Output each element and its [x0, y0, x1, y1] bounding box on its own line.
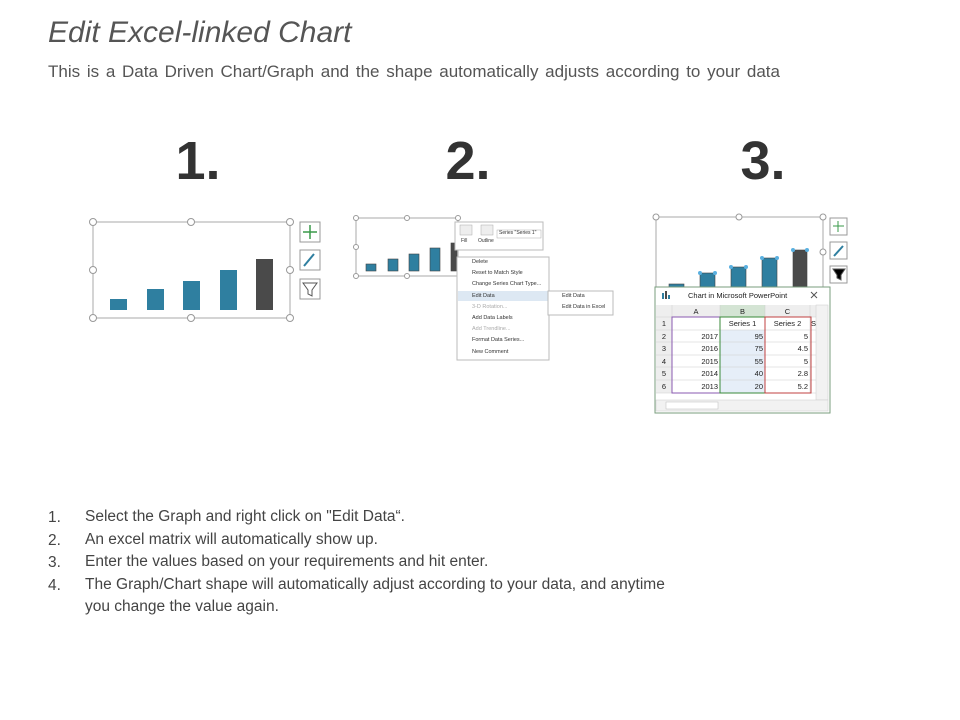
title: Edit Excel-linked Chart [48, 16, 352, 49]
cell: Series 1 [728, 319, 757, 328]
chart-3 [652, 213, 848, 414]
cell: 2015 [701, 356, 718, 366]
cell: 2.8 [797, 369, 808, 379]
chart-1 [89, 218, 321, 322]
submenu-item: Edit Data [562, 293, 585, 299]
toolbar-label: Series "Series 1" [499, 230, 537, 236]
list-marker: 4. [48, 576, 61, 594]
submenu-item: Edit Data in Excel [562, 304, 606, 310]
handles [89, 218, 294, 322]
step-number: 1. [175, 131, 221, 191]
cell: 75 [754, 344, 763, 354]
list-marker: 3. [48, 554, 61, 571]
list-marker: 1. [48, 509, 61, 526]
list-text: The Graph/Chart shape will automatically… [85, 575, 665, 616]
menu-item: Format Data Series... [472, 337, 525, 344]
window-title: Chart in Microsoft PowerPoint [688, 291, 788, 300]
menu-item: Add Data Labels [472, 315, 513, 321]
bars [110, 259, 273, 310]
cell: 2016 [701, 344, 718, 354]
menu-item: New Comment [472, 348, 509, 355]
list-text: Enter the values based on your requireme… [85, 553, 489, 570]
cell: 2014 [701, 369, 718, 379]
cell: 5 [803, 356, 808, 366]
menu-item: Change Series Chart Type... [472, 281, 542, 288]
menu-item: 3-D Rotation... [472, 303, 508, 310]
row-number: 3 [661, 344, 667, 354]
step-number: 3. [740, 131, 786, 191]
cell: 55 [754, 356, 763, 366]
chart-2 [353, 215, 614, 361]
chart-tools [299, 221, 321, 300]
toolbar-label: Outline [478, 238, 494, 244]
cell: 2017 [701, 331, 718, 341]
cell: 95 [754, 331, 763, 341]
context-menu [456, 256, 550, 361]
row-number: 1 [661, 319, 667, 328]
row-number: 2 [661, 331, 667, 341]
cell: 20 [754, 382, 763, 391]
menu-item: Delete [472, 259, 488, 265]
column-header: C [784, 307, 791, 316]
row-number: 6 [661, 382, 667, 391]
row-number: 5 [661, 369, 667, 379]
cell: 2013 [701, 382, 718, 391]
list-text: Select the Graph and right click on "Edi… [85, 508, 405, 525]
cell: S [811, 319, 816, 328]
list-marker: 2. [48, 531, 61, 549]
toolbar-label: Fill [461, 238, 468, 244]
cell: 4.5 [797, 344, 808, 354]
menu-item: Reset to Match Style [472, 270, 523, 277]
menu-item: Add Trendline... [472, 326, 511, 333]
list-text: An excel matrix will automatically show … [85, 530, 378, 548]
cell: 5 [803, 331, 808, 341]
subtitle: This is a Data Driven Chart/Graph and th… [48, 62, 780, 81]
cell: Series 2 [773, 319, 802, 328]
close-icon [810, 291, 818, 299]
cell: 40 [754, 369, 763, 379]
step-number: 2. [445, 131, 491, 191]
submenu [547, 290, 614, 316]
menu-item: Edit Data [472, 292, 495, 299]
cell: 5.2 [797, 382, 808, 391]
row-number: 4 [661, 356, 667, 366]
column-header: B [739, 307, 745, 316]
column-header: A [693, 307, 699, 316]
